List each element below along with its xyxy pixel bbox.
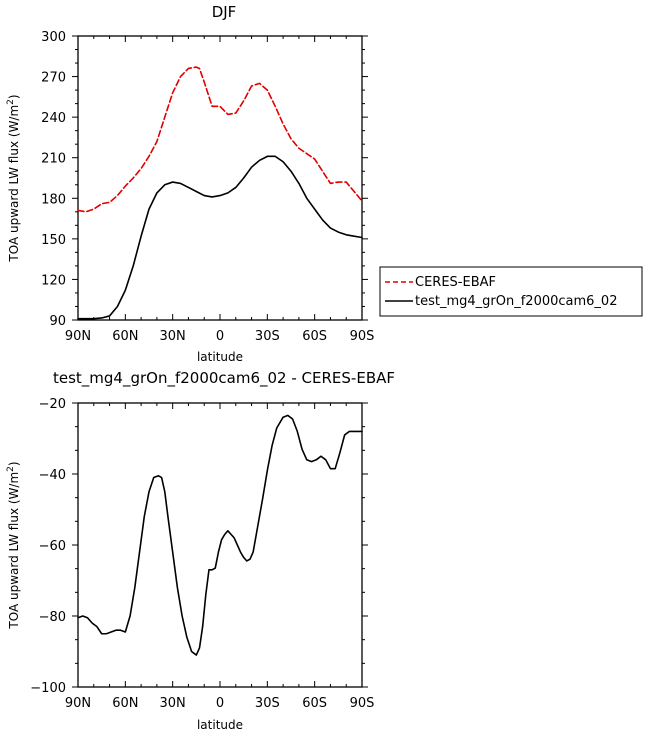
top-series-line-0 [77, 66, 363, 213]
top-x-tick-label: 60S [302, 329, 327, 344]
bottom-x-tick-label: 90S [350, 696, 375, 711]
top-y-ticks: 90 120 150 180 210 240 270 300 [41, 30, 368, 329]
top-plot-frame [77, 35, 363, 321]
bottom-y-tick-label: −20 [39, 397, 66, 412]
top-y-tick-label: 270 [41, 71, 66, 86]
top-y-axis-label-sup: 2 [6, 99, 16, 105]
legend-label-ceres: CERES-EBAF [415, 275, 496, 290]
top-panel: DJF 90N 60N 30N 0 30S 60S 90S 90 120 150 180 210 24… [6, 3, 643, 364]
bottom-chart-title: test_mg4_grOn_f2000cam6_02 - CERES-EBAF [53, 369, 395, 388]
bottom-x-tick-label: 90N [65, 696, 91, 711]
top-y-tick-label: 120 [41, 273, 66, 288]
top-x-ticks: 90N 60N 30N 0 30S 60S 90S [65, 36, 375, 344]
bottom-panel: test_mg4_grOn_f2000cam6_02 - CERES-EBAF … [6, 369, 395, 732]
top-x-tick-label: 90S [350, 329, 375, 344]
top-y-tick-label: 240 [41, 111, 66, 126]
bottom-y-tick-label: −100 [30, 681, 66, 696]
top-y-axis-label-end: ) [7, 94, 21, 99]
bottom-x-tick-label: 60N [112, 696, 138, 711]
bottom-y-ticks: −100 −80 −60 −40 −20 [30, 397, 368, 696]
top-y-axis-label-main: TOA upward LW flux (W/m [7, 105, 21, 263]
top-series-line-1 [77, 155, 363, 320]
bottom-x-tick-label: 30S [255, 696, 280, 711]
bottom-y-axis-label: TOA upward LW flux (W/m2) [6, 461, 21, 629]
bottom-y-axis-label-end: ) [7, 461, 21, 466]
legend: CERES-EBAF test_mg4_grOn_f2000cam6_02 [379, 266, 643, 317]
bottom-y-axis-label-sup: 2 [6, 466, 16, 472]
top-x-tick-label: 60N [112, 329, 138, 344]
top-series [77, 66, 363, 320]
bottom-x-ticks: 90N 60N 30N 0 30S 60S 90S [65, 403, 375, 711]
top-x-tick-label: 90N [65, 329, 91, 344]
bottom-x-tick-label: 60S [302, 696, 327, 711]
bottom-y-tick-label: −40 [39, 468, 66, 483]
bottom-y-tick-label: −60 [39, 539, 66, 554]
bottom-y-axis-label-main: TOA upward LW flux (W/m [7, 472, 21, 630]
top-y-tick-label: 210 [41, 152, 66, 167]
top-x-axis-label: latitude [197, 350, 243, 364]
legend-box [379, 266, 643, 317]
top-x-tick-label: 30S [255, 329, 280, 344]
top-y-axis-label: TOA upward LW flux (W/m2) [6, 94, 21, 262]
bottom-x-tick-label: 0 [216, 696, 224, 711]
top-x-tick-label: 0 [216, 329, 224, 344]
bottom-x-tick-label: 30N [160, 696, 186, 711]
top-y-tick-label: 90 [49, 314, 66, 329]
bottom-y-tick-label: −80 [39, 610, 66, 625]
bottom-series-line-0 [77, 414, 363, 656]
top-chart-title: DJF [212, 3, 237, 21]
bottom-x-axis-label: latitude [197, 718, 243, 732]
top-y-tick-label: 300 [41, 30, 66, 45]
bottom-series [77, 414, 363, 656]
legend-label-model: test_mg4_grOn_f2000cam6_02 [415, 294, 617, 309]
top-y-tick-label: 150 [41, 233, 66, 248]
top-y-tick-label: 180 [41, 192, 66, 207]
top-x-tick-label: 30N [160, 329, 186, 344]
